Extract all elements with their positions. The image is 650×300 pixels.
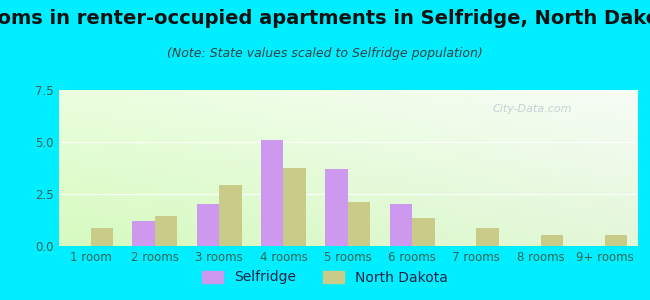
Bar [605,235,627,246]
Bar [325,169,348,246]
Bar [348,202,370,246]
Bar [90,228,113,246]
Bar [476,228,499,246]
Bar [133,221,155,246]
Bar [541,235,563,246]
Bar [219,184,242,246]
Bar [283,168,306,246]
Text: Rooms in renter-occupied apartments in Selfridge, North Dakota: Rooms in renter-occupied apartments in S… [0,9,650,28]
Legend: Selfridge, North Dakota: Selfridge, North Dakota [196,265,454,290]
Text: (Note: State values scaled to Selfridge population): (Note: State values scaled to Selfridge … [167,46,483,59]
Bar [412,218,434,246]
Bar [155,216,177,246]
Bar [389,204,412,246]
Bar [197,204,219,246]
Text: City-Data.com: City-Data.com [493,104,572,114]
Bar [261,140,283,246]
